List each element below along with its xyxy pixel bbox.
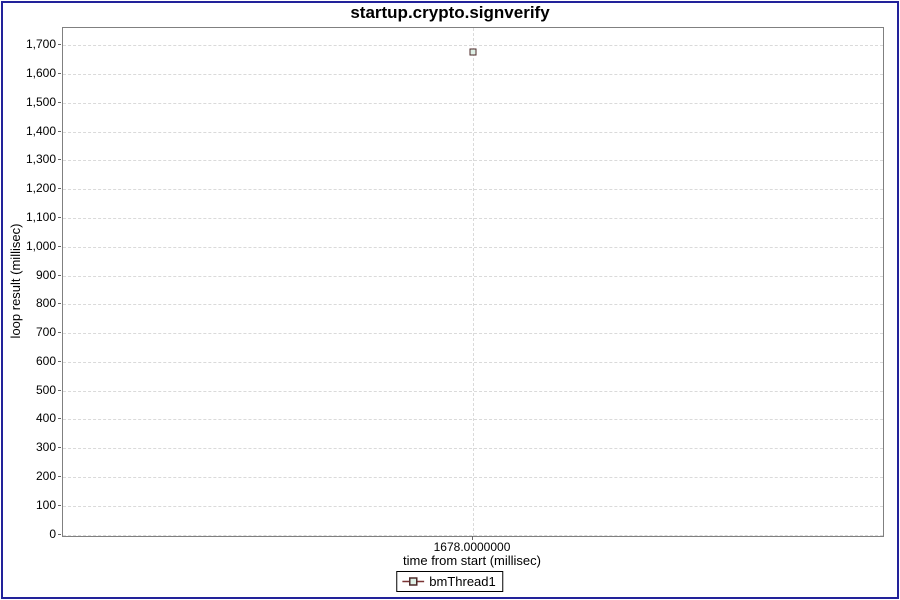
y-tick-mark — [58, 101, 61, 103]
y-tick-mark — [58, 73, 61, 75]
y-tick-label: 400 — [35, 411, 56, 426]
y-tick-mark — [58, 216, 61, 218]
y-tick-label: 0 — [49, 526, 56, 541]
x-gridline — [473, 28, 474, 536]
legend-series-label: bmThread1 — [429, 574, 496, 589]
y-tick-mark — [58, 274, 61, 276]
x-axis-title: time from start (millisec) — [403, 553, 541, 568]
y-tick-mark — [58, 389, 61, 391]
data-point-marker — [469, 48, 477, 56]
y-tick-mark — [58, 130, 61, 132]
legend: bmThread1 — [396, 571, 504, 592]
y-tick-label: 1,000 — [25, 238, 56, 253]
y-tick-label: 600 — [35, 353, 56, 368]
y-tick-mark — [58, 533, 61, 535]
y-tick-label: 500 — [35, 382, 56, 397]
y-tick-label: 1,300 — [25, 152, 56, 167]
x-tick-label: 1678.0000000 — [433, 540, 511, 554]
y-tick-label: 1,100 — [25, 209, 56, 224]
y-tick-label: 1,700 — [25, 37, 56, 52]
y-tick-mark — [58, 159, 61, 161]
chart-title: startup.crypto.signverify — [350, 3, 550, 22]
y-tick-mark — [58, 418, 61, 420]
x-tick-mark — [472, 536, 473, 540]
y-tick-label: 100 — [35, 497, 56, 512]
y-tick-label: 200 — [35, 468, 56, 483]
y-tick-mark — [58, 44, 61, 46]
y-tick-mark — [58, 332, 61, 334]
y-tick-label: 300 — [35, 440, 56, 455]
y-tick-label: 1,400 — [25, 123, 56, 138]
plot-area — [62, 27, 884, 537]
series-marker-icon — [402, 577, 425, 586]
y-tick-mark — [58, 188, 61, 190]
y-tick-label: 700 — [35, 325, 56, 340]
y-tick-mark — [58, 447, 61, 449]
y-tick-label: 800 — [35, 296, 56, 311]
y-tick-label: 900 — [35, 267, 56, 282]
y-tick-mark — [58, 303, 61, 305]
y-tick-label: 1,600 — [25, 66, 56, 81]
y-tick-mark — [58, 245, 61, 247]
y-tick-label: 1,200 — [25, 181, 56, 196]
y-tick-mark — [58, 475, 61, 477]
y-tick-label: 1,500 — [25, 94, 56, 109]
y-tick-mark — [58, 360, 61, 362]
y-tick-mark — [58, 504, 61, 506]
